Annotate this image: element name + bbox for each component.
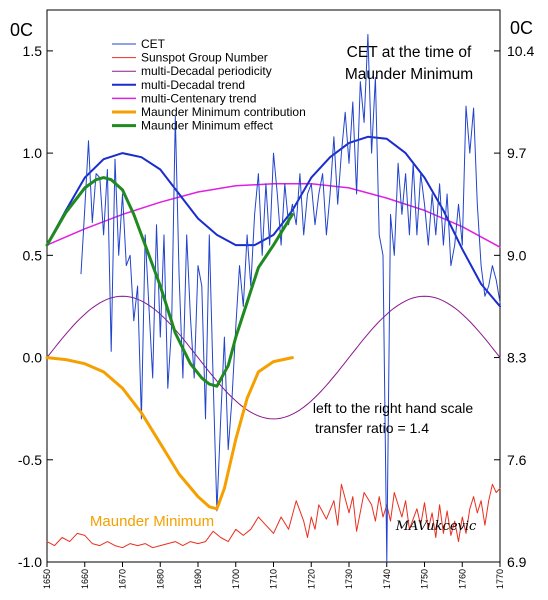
chart-title-line-1: CET at the time of <box>347 44 472 61</box>
x-tick-label: 1770 <box>495 569 505 589</box>
legend-label-multi-centenary-trend: multi-Centenary trend <box>141 91 256 105</box>
series-line-cet <box>80 34 501 563</box>
author-signature: MAVukcevic <box>395 519 477 534</box>
annotation-scale: left to the right hand scale <box>313 400 474 416</box>
legend-label-maunder-minimum-contribution: Maunder Minimum contribution <box>141 105 306 119</box>
y-left-tick-label: 0.5 <box>23 247 43 263</box>
y-left-tick-label: 1.0 <box>23 145 43 161</box>
y-right-tick-label: 9.0 <box>507 247 527 263</box>
annotation-ratio: transfer ratio = 1.4 <box>315 420 429 436</box>
y-right-axis: 6.9 7.6 8.3 9.0 9.7 10.4 <box>494 43 534 570</box>
x-tick-label: 1720 <box>306 569 316 589</box>
plot-area <box>46 9 501 563</box>
x-tick-label: 1730 <box>344 569 354 589</box>
y-left-tick-label: -1.0 <box>18 554 42 570</box>
x-axis: 1650 1660 1670 1680 1690 1700 1710 1720 1730 1740… <box>42 562 505 589</box>
y-right-tick-label: 6.9 <box>507 554 527 570</box>
y-left-tick-label: 0.0 <box>23 350 43 366</box>
y-left-axis: -1.0 -0.5 0.0 0.5 1.0 1.5 <box>18 43 53 570</box>
x-tick-label: 1670 <box>118 569 128 589</box>
series-line-multi-decadal-trend <box>46 135 501 308</box>
x-tick-label: 1760 <box>457 569 467 589</box>
series-layer <box>45 34 501 563</box>
left-unit-label: 0C <box>10 20 33 40</box>
y-right-tick-label: 7.6 <box>507 452 527 468</box>
y-left-tick-label: -0.5 <box>18 452 42 468</box>
right-unit-label: 0C <box>510 18 533 38</box>
y-right-tick-label: 9.7 <box>507 145 527 161</box>
chart-title-line-2: Maunder Minimum <box>345 66 473 83</box>
x-tick-label: 1690 <box>193 569 203 589</box>
legend-label-maunder-minimum-effect: Maunder Minimum effect <box>141 119 273 133</box>
y-right-tick-label: 8.3 <box>507 350 527 366</box>
y-right-tick-label: 10.4 <box>507 43 534 59</box>
y-left-tick-label: 1.5 <box>23 43 43 59</box>
x-tick-label: 1660 <box>80 569 90 589</box>
legend-label-multi-decadal-trend: multi-Decadal trend <box>141 78 245 92</box>
series-line-multi-decadal-periodicity <box>46 295 501 420</box>
series-line-maunder-minimum-contribution <box>45 356 294 511</box>
legend-label-multi-decadal-periodicity: multi-Decadal periodicity <box>141 64 272 78</box>
series-line-maunder-minimum-effect <box>45 176 294 388</box>
series-line-sunspot-group-number <box>46 483 501 549</box>
x-tick-label: 1710 <box>269 569 279 589</box>
maunder-minimum-label: Maunder Minimum <box>90 513 214 530</box>
series-line-multi-centenary-trend <box>46 183 501 248</box>
x-tick-label: 1680 <box>155 569 165 589</box>
legend-label-cet: CET <box>141 37 166 51</box>
x-tick-label: 1650 <box>42 569 52 589</box>
x-tick-label: 1740 <box>382 569 392 589</box>
x-tick-label: 1750 <box>420 569 430 589</box>
legend-label-sunspot-group-number: Sunspot Group Number <box>141 51 268 65</box>
x-tick-label: 1700 <box>231 569 241 589</box>
